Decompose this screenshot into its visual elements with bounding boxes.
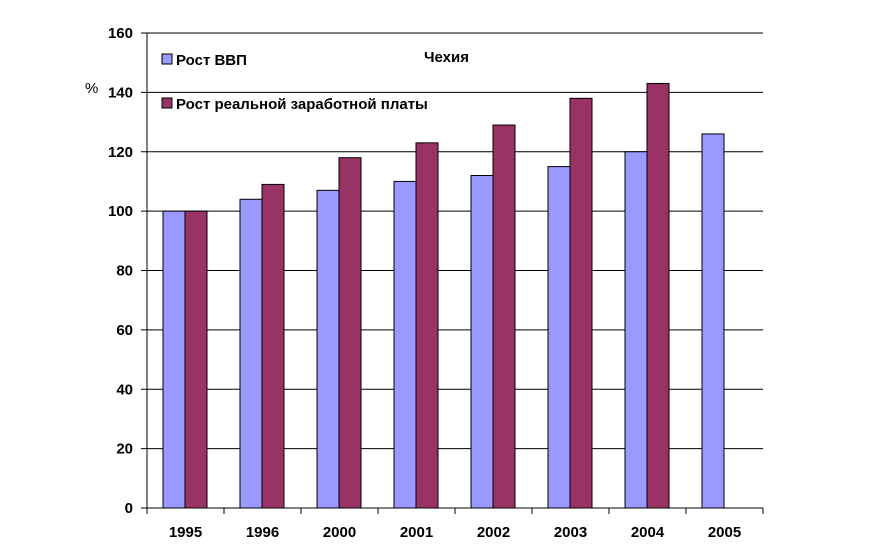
- x-tick-label: 2001: [400, 524, 433, 541]
- x-tick-label: 2003: [554, 524, 587, 541]
- x-tick-label: 2004: [631, 524, 665, 541]
- y-tick-label: 60: [116, 322, 133, 339]
- bar-gdp-2004: [624, 151, 648, 509]
- bar-wage-1995: [184, 210, 208, 509]
- chart-title: Чехия: [424, 49, 469, 66]
- x-tick-label: 2000: [323, 524, 356, 541]
- bar-wage-1996: [261, 183, 285, 509]
- y-tick-label: 0: [125, 500, 133, 517]
- legend-item: Рост реальной заработной платы: [161, 96, 428, 113]
- y-tick-labels: 0 20 40 60 80 100 120 140 160: [108, 25, 133, 517]
- bar-wage-2004: [646, 82, 670, 509]
- axes: [141, 32, 764, 514]
- y-tick-label: 140: [108, 84, 133, 101]
- y-tick-label: 120: [108, 144, 133, 161]
- y-tick-label: 160: [108, 25, 133, 42]
- y-tick-label: 20: [116, 441, 133, 458]
- x-tick-label: 1996: [246, 524, 279, 541]
- bar-wage-2000: [338, 157, 362, 509]
- y-axis-label: %: [85, 80, 98, 97]
- y-tick-label: 80: [116, 263, 133, 280]
- legend-label: Рост ВВП: [176, 52, 247, 69]
- bar-gdp-2000: [316, 189, 340, 509]
- legend-item: Рост ВВП: [161, 52, 247, 69]
- legend-swatch: [161, 97, 173, 109]
- bar-gdp-1996: [239, 198, 263, 509]
- bar-wage-2002: [492, 124, 516, 509]
- y-tick-label: 40: [116, 381, 133, 398]
- legend-swatch: [161, 53, 173, 65]
- bar-wage-2003: [569, 97, 593, 509]
- legend-label: Рост реальной заработной платы: [176, 96, 428, 113]
- bar-gdp-2003: [547, 166, 571, 509]
- bars: [162, 82, 725, 509]
- bar-gdp-2002: [470, 175, 494, 509]
- bar-gdp-2001: [393, 180, 417, 509]
- y-tick-label: 100: [108, 203, 133, 220]
- x-tick-label: 2005: [708, 524, 741, 541]
- legend: Рост ВВП Рост реальной заработной платы: [161, 52, 428, 113]
- x-tick-label: 2002: [477, 524, 510, 541]
- x-tick-label: 1995: [169, 524, 202, 541]
- bar-gdp-1995: [162, 210, 186, 509]
- bar-gdp-2005: [701, 133, 725, 509]
- x-tick-labels: 1995 1996 2000 2001 2002 2003 2004 2005: [169, 524, 741, 541]
- bar-wage-2001: [415, 142, 439, 509]
